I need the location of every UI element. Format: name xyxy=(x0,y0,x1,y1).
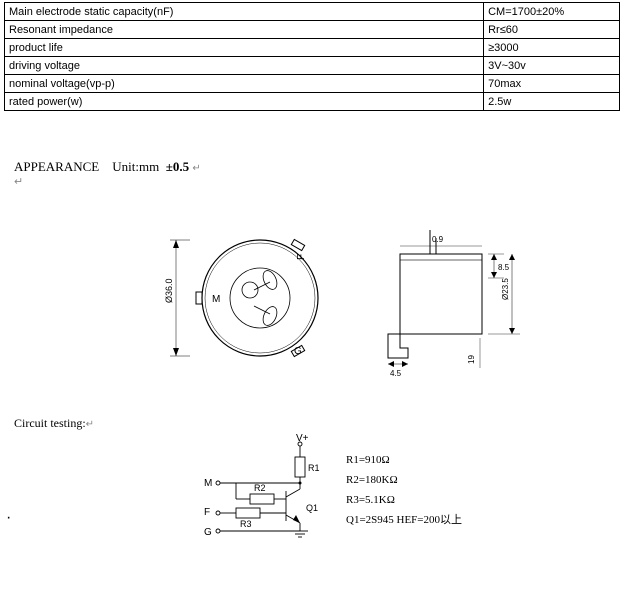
dim-side-a: 8.5 xyxy=(498,263,510,272)
spec-value: Rr≤60 xyxy=(484,21,620,39)
table-row: Resonant impedanceRr≤60 xyxy=(5,21,620,39)
spec-table: Main electrode static capacity(nF)CM=170… xyxy=(4,2,620,111)
f-label: F xyxy=(204,507,210,518)
table-row: nominal voltage(vp-p)70max xyxy=(5,75,620,93)
r2-comp: R2 xyxy=(254,483,266,493)
table-row: product life≥3000 xyxy=(5,39,620,57)
q1-comp: Q1 xyxy=(306,503,318,513)
circuit-title-text: Circuit testing: xyxy=(14,416,86,430)
spec-label: nominal voltage(vp-p) xyxy=(5,75,484,93)
appearance-tolerance: ±0.5 xyxy=(166,159,189,174)
appearance-title: APPEARANCE xyxy=(14,159,99,174)
appearance-heading: APPEARANCE Unit:mm ±0.5 ↵ xyxy=(14,159,630,175)
spec-label: Main electrode static capacity(nF) xyxy=(5,3,484,21)
legend-r2: R2=180KΩ xyxy=(346,474,398,486)
spec-value: 2.5w xyxy=(484,93,620,111)
circuit-diagram: · V+ R1 M R2 F R3 xyxy=(0,431,630,541)
spec-label: driving voltage xyxy=(5,57,484,75)
table-row: driving voltage3V~30v xyxy=(5,57,620,75)
spec-value: CM=1700±20% xyxy=(484,3,620,21)
dim-bot-b: 19 xyxy=(467,355,476,364)
pin-f-label: F xyxy=(296,254,307,260)
pin-g-label: G xyxy=(294,346,302,357)
spec-value: 70max xyxy=(484,75,620,93)
appearance-unit: Unit:mm xyxy=(112,159,159,174)
dim-top-depth: 0.9 xyxy=(432,235,444,244)
appearance-diagram: M F G Ø36.0 0.9 xyxy=(0,208,630,388)
circuit-heading: Circuit testing:↵ xyxy=(14,416,630,431)
bullet-icon: · xyxy=(6,509,11,527)
return-icon: ↵ xyxy=(192,163,200,174)
spec-label: Resonant impedance xyxy=(5,21,484,39)
spec-value: ≥3000 xyxy=(484,39,620,57)
pin-m-label: M xyxy=(212,294,220,305)
return-icon: ↵ xyxy=(14,175,630,188)
spec-value: 3V~30v xyxy=(484,57,620,75)
legend-r3: R3=5.1KΩ xyxy=(346,494,395,506)
spec-label: rated power(w) xyxy=(5,93,484,111)
r3-comp: R3 xyxy=(240,519,252,529)
table-row: rated power(w)2.5w xyxy=(5,93,620,111)
legend-q1: Q1=2S945 HEF=200以上 xyxy=(346,513,462,526)
g-label: G xyxy=(204,527,212,538)
dim-side-b: Ø23.5 xyxy=(501,278,510,300)
table-row: Main electrode static capacity(nF)CM=170… xyxy=(5,3,620,21)
m-label: M xyxy=(204,478,212,489)
vplus-label: V+ xyxy=(296,433,309,444)
spec-label: product life xyxy=(5,39,484,57)
return-icon: ↵ xyxy=(86,419,94,430)
dim-bot-a: 4.5 xyxy=(390,369,402,378)
dim-diameter: Ø36.0 xyxy=(164,278,174,303)
r1-comp: R1 xyxy=(308,463,320,473)
legend-r1: R1=910Ω xyxy=(346,454,390,466)
